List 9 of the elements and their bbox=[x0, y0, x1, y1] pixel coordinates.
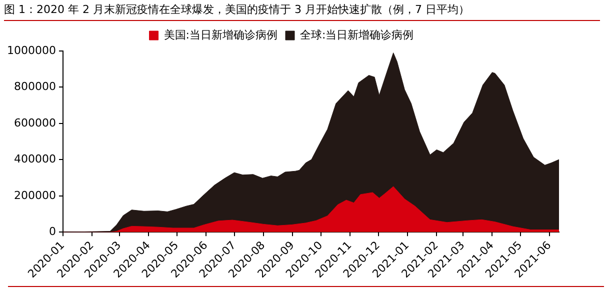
y-tick-label: 1000000 bbox=[6, 44, 56, 57]
legend-label: 美国:当日新增确诊病例 bbox=[164, 28, 278, 42]
y-tick-label: 200000 bbox=[14, 188, 56, 202]
y-tick-label: 0 bbox=[48, 225, 56, 238]
y-tick-label: 800000 bbox=[14, 80, 56, 94]
y-tick-label: 400000 bbox=[14, 152, 56, 166]
legend-label: 全球:当日新增确诊病例 bbox=[300, 28, 414, 42]
chart-title: 图 1：2020 年 2 月末新冠疫情在全球爆发，美国的疫情于 3 月开始快速扩散（例，7 日平均） bbox=[4, 2, 600, 21]
y-tick-label: 600000 bbox=[14, 116, 56, 130]
